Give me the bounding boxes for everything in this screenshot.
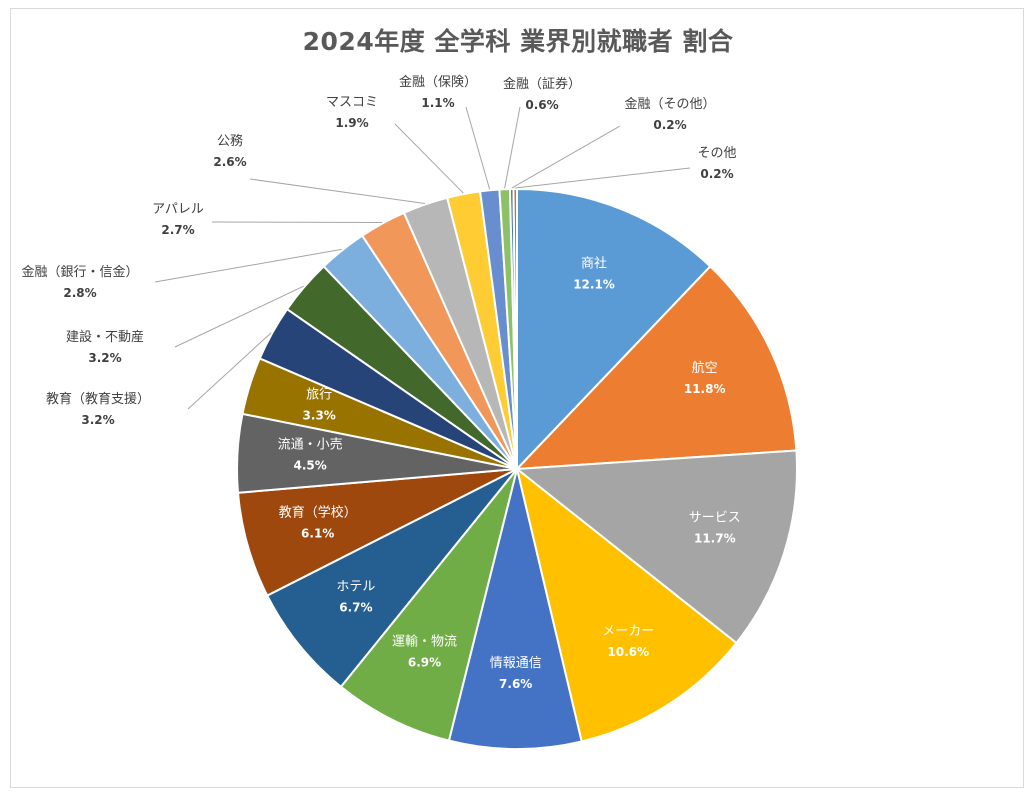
- slice-label: 建設・不動産: [66, 329, 144, 345]
- slice-value-label: 3.3%: [303, 408, 336, 422]
- leader-line: [465, 106, 491, 190]
- slice-label: メーカー: [602, 624, 654, 639]
- leader-line: [511, 125, 621, 189]
- leader-line: [394, 123, 464, 194]
- slice-label: マスコミ: [326, 95, 378, 110]
- slice-label: 流通・小売: [278, 436, 343, 452]
- leader-line: [249, 178, 426, 204]
- pie-slice: [514, 449, 798, 645]
- slice-label: サービス: [689, 511, 741, 526]
- leader-line: [187, 332, 272, 410]
- slice-label: 教育（教育支援）: [46, 391, 150, 407]
- slice-value-label: 3.2%: [81, 413, 114, 427]
- slice-label: 公務: [217, 134, 243, 149]
- slice-label: 金融（証券）: [503, 76, 581, 92]
- pie-slice: [514, 264, 798, 471]
- slice-value-label: 6.9%: [408, 655, 441, 669]
- slice-value-label: 1.9%: [335, 116, 368, 130]
- slice-value-label: 1.1%: [421, 96, 454, 110]
- slice-label: その他: [697, 146, 736, 161]
- slice-value-label: 11.7%: [694, 532, 736, 546]
- slice-value-label: 2.6%: [213, 155, 246, 169]
- slice-label: 金融（その他）: [624, 96, 715, 112]
- slice-label: 金融（保険）: [399, 74, 477, 90]
- pie-slice: [339, 468, 518, 742]
- leader-line: [515, 167, 691, 189]
- leader-line: [154, 248, 342, 283]
- slice-value-label: 2.7%: [161, 223, 194, 237]
- slice-value-label: 3.2%: [88, 351, 121, 365]
- slice-value-label: 10.6%: [607, 645, 649, 659]
- pie-slice: [515, 466, 738, 743]
- slice-value-label: 7.6%: [499, 677, 532, 691]
- slice-value-label: 6.7%: [339, 600, 372, 614]
- pie-slice: [512, 187, 518, 470]
- slice-label: 航空: [692, 360, 718, 376]
- slice-label: 旅行: [306, 387, 332, 402]
- pie-slice: [447, 468, 583, 750]
- slice-value-label: 12.1%: [573, 278, 615, 292]
- slice-value-label: 2.8%: [63, 286, 96, 300]
- slice-value-label: 4.5%: [293, 458, 326, 472]
- slice-label: 金融（銀行・信金）: [21, 264, 138, 280]
- chart-title: 2024年度 全学科 業界別就職者 割合: [302, 27, 734, 56]
- leader-line: [504, 106, 521, 189]
- slice-value-label: 0.6%: [525, 98, 558, 112]
- slice-label: 情報通信: [490, 656, 542, 671]
- slice-value-label: 11.8%: [684, 382, 726, 396]
- slice-value-label: 0.2%: [653, 118, 686, 132]
- pie-slice: [516, 187, 712, 472]
- pie-slice: [265, 468, 518, 689]
- slice-value-label: 0.2%: [700, 167, 733, 181]
- slice-label: アパレル: [152, 202, 204, 217]
- slice-label: 運輸・物流: [392, 634, 457, 649]
- slice-label: 教育（学校）: [279, 505, 357, 521]
- slice-value-label: 6.1%: [301, 527, 334, 541]
- slice-label: 商社: [581, 256, 607, 272]
- leader-line: [174, 285, 304, 348]
- slice-label: ホテル: [336, 579, 375, 594]
